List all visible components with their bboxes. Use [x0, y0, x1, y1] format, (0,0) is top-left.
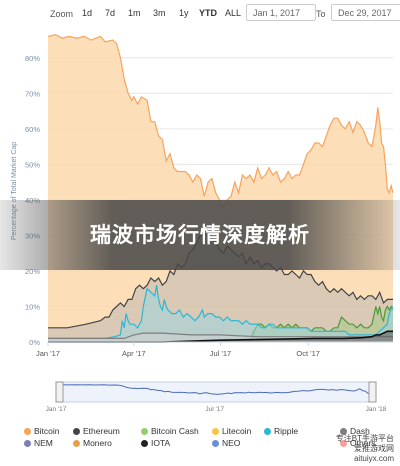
- x-tick-label: Apr '17: [122, 349, 146, 358]
- legend-item-litecoin[interactable]: Litecoin: [212, 426, 251, 437]
- legend-label: IOTA: [151, 438, 171, 448]
- zoom-1d-button[interactable]: 1d: [82, 8, 93, 18]
- zoom-1m-button[interactable]: 1m: [128, 8, 141, 18]
- legend-item-monero[interactable]: Monero: [73, 438, 112, 449]
- legend-item-iota[interactable]: IOTA: [141, 438, 170, 449]
- series-line-ripple: [48, 285, 394, 339]
- navigator-line: [55, 384, 374, 395]
- legend-item-nem[interactable]: NEM: [24, 438, 53, 449]
- series-line-dash: [48, 332, 393, 339]
- range-toolbar: Zoom 1d 7d 1m 3m 1y YTD ALL Jan 1, 2017 …: [0, 0, 400, 28]
- navigator-tick-label: Jan '17: [46, 406, 67, 412]
- from-date-input[interactable]: Jan 1, 2017: [246, 4, 316, 21]
- navigator-tick-label: Jan '18: [366, 406, 387, 412]
- series-areas: [47, 34, 394, 343]
- legend-label: Others: [350, 438, 376, 448]
- navigator-tick-label: Jul '17: [205, 406, 224, 412]
- series-line-bitcoin: [47, 34, 394, 209]
- legend-marker-icon: [264, 428, 271, 435]
- legend-marker-icon: [141, 428, 148, 435]
- legend-label: Dash: [350, 426, 370, 436]
- legend-item-dash[interactable]: Dash: [340, 426, 370, 437]
- y-tick-label: 20%: [25, 267, 40, 276]
- legend-label: Ethereum: [83, 426, 120, 436]
- watermark-line-2: 爱推游戏网: [354, 444, 394, 453]
- x-tick-label: Jan '17: [36, 349, 60, 358]
- legend-label: Monero: [83, 438, 112, 448]
- title-banner: 瑞波市场行情深度解析: [0, 200, 400, 270]
- navigator[interactable]: Jan '17 Jul '17 Jan '18: [40, 380, 392, 412]
- navigator-left-handle: [55, 381, 64, 403]
- to-date-input[interactable]: Dec 29, 2017: [331, 4, 400, 21]
- zoom-1y-button[interactable]: 1y: [179, 8, 189, 18]
- legend-label: Bitcoin Cash: [151, 426, 199, 436]
- series-line-neo: [48, 330, 393, 343]
- legend-marker-icon: [212, 428, 219, 435]
- legend-item-neo[interactable]: NEO: [212, 438, 240, 449]
- y-tick-label: 70%: [25, 89, 40, 98]
- zoom-all-button[interactable]: ALL: [225, 8, 242, 18]
- legend-marker-icon: [340, 440, 347, 447]
- legend-marker-icon: [73, 440, 80, 447]
- banner-title: 瑞波市场行情深度解析: [90, 223, 310, 247]
- legend-label: Ripple: [274, 426, 299, 436]
- legend-marker-icon: [73, 428, 80, 435]
- legend-item-others[interactable]: Others: [340, 438, 376, 449]
- watermark-line-3: aituiyx.com: [353, 454, 394, 463]
- legend-marker-icon: [24, 440, 31, 447]
- legend-marker-icon: [24, 428, 31, 435]
- zoom-7d-button[interactable]: 7d: [105, 8, 116, 18]
- legend-marker-icon: [212, 440, 219, 447]
- y-tick-label: 10%: [25, 302, 40, 311]
- navigator-right-handle: [368, 381, 377, 403]
- legend-label: NEM: [34, 438, 53, 448]
- legend-label: Litecoin: [222, 426, 252, 436]
- y-tick-label: 60%: [25, 125, 40, 134]
- y-axis-title: Percentage of Total Market Cap: [11, 142, 18, 240]
- legend-item-bitcoin-cash[interactable]: Bitcoin Cash: [141, 426, 199, 437]
- legend-item-ethereum[interactable]: Ethereum: [73, 426, 120, 437]
- legend-marker-icon: [340, 428, 347, 435]
- series-area-ethereum: [48, 228, 393, 342]
- site-watermark: 专注BT手游平台 爱推游戏网 aituiyx.com: [336, 434, 394, 464]
- zoom-ytd-button[interactable]: YTD: [199, 8, 217, 18]
- zoom-3m-button[interactable]: 3m: [153, 8, 166, 18]
- legend-label: Bitcoin: [34, 426, 60, 436]
- legend-item-bitcoin[interactable]: Bitcoin: [24, 426, 60, 437]
- legend-marker-icon: [141, 440, 148, 447]
- y-tick-label: 80%: [25, 54, 40, 63]
- y-tick-label: 0%: [29, 338, 40, 347]
- market-cap-area-chart: 0%10%20%30%40%50%60%70%80%Percentage of …: [11, 34, 394, 358]
- y-tick-label: 50%: [25, 160, 40, 169]
- legend-item-ripple[interactable]: Ripple: [264, 426, 298, 437]
- zoom-label: Zoom: [50, 9, 74, 19]
- to-label: To: [316, 9, 326, 19]
- x-tick-label: Oct '17: [296, 349, 320, 358]
- watermark-line-1: 专注BT手游平台: [335, 434, 394, 443]
- legend-label: NEO: [222, 438, 241, 448]
- x-tick-label: Jul '17: [210, 349, 231, 358]
